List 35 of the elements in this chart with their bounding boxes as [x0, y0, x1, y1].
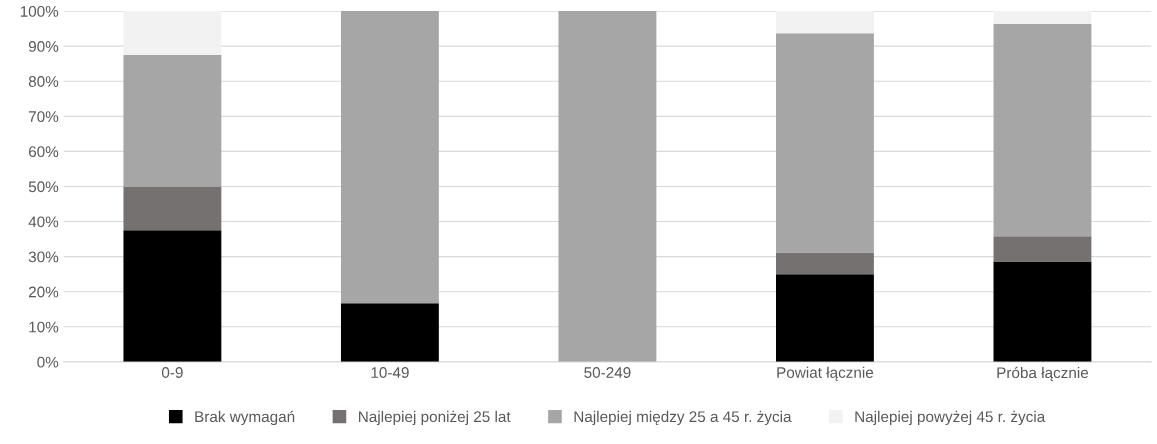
x-tick-label: 10-49 [371, 367, 409, 378]
bar [340, 303, 439, 362]
bar [123, 11, 222, 55]
legend-label: Najlepiej powyżej 45 r. życia [855, 410, 1046, 426]
y-tick-label: 30% [28, 251, 59, 263]
y-tick-label: 20% [28, 286, 59, 298]
y-tick-label: 40% [28, 216, 59, 228]
bar [123, 54, 222, 187]
y-tick-label: 0% [37, 356, 59, 368]
bar [993, 236, 1092, 262]
bar [123, 186, 222, 231]
bar [993, 261, 1092, 362]
bar [993, 23, 1092, 237]
y-tick-label: 100% [20, 5, 59, 17]
x-tick-label: 50-249 [584, 367, 631, 378]
bar [776, 252, 874, 275]
x-tick-label: Próba łącznie [997, 366, 1089, 382]
y-tick-label: 90% [28, 41, 59, 52]
bar [558, 11, 657, 362]
legend-label: Najlepiej między 25 a 45 r. życia [574, 410, 792, 426]
y-tick-label: 70% [28, 111, 59, 123]
x-tick-label: 0-9 [161, 367, 183, 378]
bar [340, 11, 439, 304]
y-tick-label: 80% [28, 76, 59, 87]
y-tick-label: 50% [28, 181, 59, 193]
x-tick-label: Powiat łącznie [777, 366, 874, 381]
legend-label: Najlepiej poniżej 25 lat [359, 410, 511, 426]
bar [123, 230, 222, 362]
legend-label: Brak wymagań [195, 410, 295, 426]
y-tick-label: 10% [29, 321, 59, 333]
y-tick-label: 60% [28, 146, 59, 158]
bar [993, 11, 1092, 24]
bar [776, 274, 874, 362]
bar [776, 11, 874, 34]
bar [776, 33, 874, 253]
